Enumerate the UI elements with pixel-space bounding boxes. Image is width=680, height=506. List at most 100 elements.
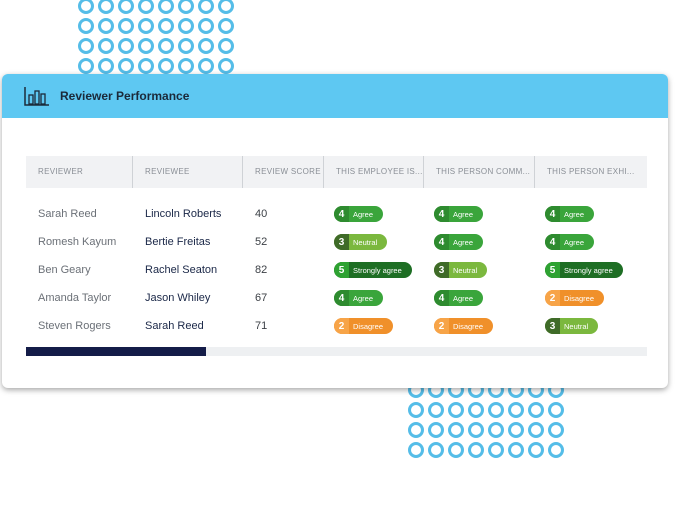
rating-badge: 4 Agree [434,290,484,306]
rating-number: 4 [545,234,560,250]
decorative-circle [78,38,94,54]
decorative-circle [528,422,544,438]
decorative-circle [408,402,424,418]
rating-badge: 3 Neutral [434,262,488,278]
decorative-circle [158,18,174,34]
rating-badge: 4 Agree [434,234,484,250]
decorative-circle [428,402,444,418]
table-row[interactable]: Sarah Reed Lincoln Roberts 40 4 Agree 4 … [26,200,647,228]
table-row[interactable]: Ben Geary Rachel Seaton 82 5 Strongly ag… [26,256,647,284]
decorative-circle [198,58,214,74]
rating-number: 4 [434,290,449,306]
decorative-circle [408,442,424,458]
decorative-circle [218,18,234,34]
rating-cell: 4 Agree [424,290,535,306]
column-header-review-score[interactable]: REVIEW SCORE [243,156,324,188]
rating-label: Strongly agree [353,265,402,275]
column-header-question-3[interactable]: THIS PERSON EXHI... [547,167,635,176]
rating-label: Disagree [453,321,484,331]
decorative-circle [118,18,134,34]
rating-label: Agree [453,237,474,247]
rating-badge: 2 Disagree [434,318,494,334]
decorative-circle [508,402,524,418]
rating-cell: 2 Disagree [535,290,647,306]
decorative-circle [178,38,194,54]
decorative-circle [98,18,114,34]
rating-label: Agree [353,293,374,303]
decorative-circle [448,402,464,418]
decorative-circle [138,18,154,34]
table-row[interactable]: Amanda Taylor Jason Whiley 67 4 Agree 4 … [26,284,647,312]
card-header: Reviewer Performance [2,74,668,118]
decorative-circle [178,58,194,74]
decorative-circle [488,422,504,438]
reviewee-cell: Sarah Reed [145,320,204,332]
table-row[interactable]: Romesh Kayum Bertie Freitas 52 3 Neutral… [26,228,647,256]
rating-cell: 3 Neutral [324,234,424,250]
rating-badge: 4 Agree [334,290,384,306]
rating-number: 2 [545,290,560,306]
card-title: Reviewer Performance [60,89,190,103]
column-header-reviewee[interactable]: REVIEWEE [133,156,243,188]
decorative-circle [158,58,174,74]
rating-cell: 2 Disagree [324,318,424,334]
rating-number: 3 [434,262,449,278]
rating-badge: 2 Disagree [334,318,394,334]
rating-label: Agree [453,209,474,219]
rating-cell: 5 Strongly agree [324,262,424,278]
rating-cell: 2 Disagree [424,318,535,334]
decorative-circle [528,402,544,418]
rating-badge: 4 Agree [545,234,595,250]
reviewer-cell: Steven Rogers [38,320,111,332]
reviewer-performance-card: Reviewer Performance REVIEWER REVIEWEE R… [2,74,668,388]
decorative-circle [178,18,194,34]
reviewee-cell: Bertie Freitas [145,236,211,248]
column-header-reviewer[interactable]: REVIEWER [26,156,133,188]
rating-label: Agree [453,293,474,303]
rating-badge: 2 Disagree [545,290,605,306]
decorative-circle [178,0,194,14]
rating-cell: 4 Agree [324,290,424,306]
decorative-circle [428,442,444,458]
decorative-circle [428,422,444,438]
rating-cell: 3 Neutral [535,318,647,334]
column-header-question-2[interactable]: THIS PERSON COMM... [424,156,535,188]
decorative-circle [118,0,134,14]
reviewee-cell: Jason Whiley [145,292,211,304]
decorative-circle [78,58,94,74]
decorative-circle [548,422,564,438]
rating-cell: 4 Agree [424,206,535,222]
rating-label: Agree [564,209,585,219]
table-body: Sarah Reed Lincoln Roberts 40 4 Agree 4 … [26,200,647,340]
decorative-circle [138,58,154,74]
decorative-circle [468,442,484,458]
rating-number: 5 [545,262,560,278]
rating-cell: 4 Agree [424,234,535,250]
table-row[interactable]: Steven Rogers Sarah Reed 71 2 Disagree 2… [26,312,647,340]
reviewer-cell: Sarah Reed [38,208,97,220]
decorative-circle [78,0,94,14]
rating-number: 3 [545,318,560,334]
rating-label: Neutral [453,265,478,275]
horizontal-scrollbar[interactable] [26,347,647,356]
rating-number: 4 [545,206,560,222]
rating-number: 5 [334,262,349,278]
rating-number: 4 [434,206,449,222]
rating-label: Neutral [564,321,589,331]
reviewer-cell: Romesh Kayum [38,236,117,248]
decorative-dots-top [78,0,234,74]
decorative-circle [138,38,154,54]
rating-badge: 5 Strongly agree [334,262,412,278]
review-score-cell: 52 [255,236,268,248]
review-score-cell: 40 [255,208,268,220]
table-header: REVIEWER REVIEWEE REVIEW SCORE THIS EMPL… [26,156,647,188]
review-score-cell: 67 [255,292,268,304]
rating-label: Neutral [353,237,378,247]
decorative-circle [548,442,564,458]
decorative-circle [98,38,114,54]
rating-number: 4 [334,206,349,222]
rating-label: Disagree [564,293,595,303]
rating-badge: 4 Agree [434,206,484,222]
column-header-question-1[interactable]: THIS EMPLOYEE IS... [324,156,424,188]
scrollbar-thumb[interactable] [26,347,207,356]
